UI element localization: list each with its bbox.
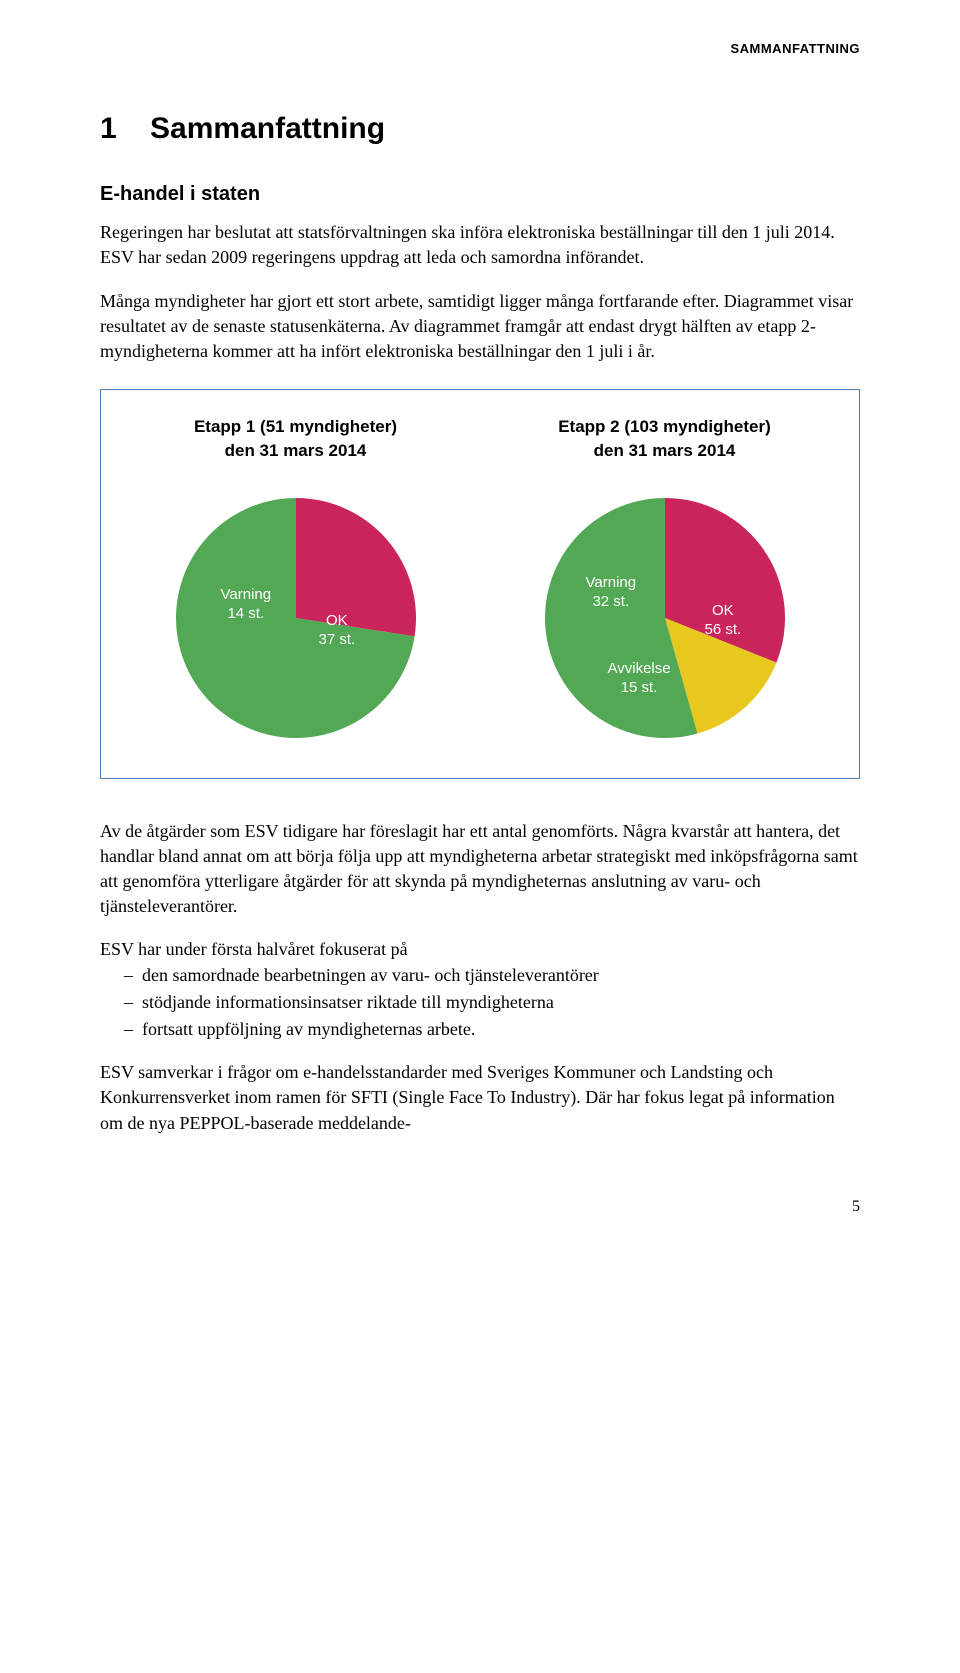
pie-label-avvikelse: Avvikelse15 st.: [608, 659, 671, 698]
pie-chart: Varning14 st. OK37 st.: [171, 493, 421, 743]
bullet-item: fortsatt uppföljning av myndigheternas a…: [124, 1017, 860, 1042]
paragraph-1: Regeringen har beslutat att statsförvalt…: [100, 220, 860, 270]
paragraph-2: Många myndigheter har gjort ett stort ar…: [100, 289, 860, 365]
pie-label-varning: Varning14 st.: [221, 585, 272, 624]
bullet-intro: ESV har under första halvåret fokuserat …: [100, 937, 860, 962]
page-number: 5: [100, 1196, 860, 1218]
section-title: Sammanfattning: [150, 112, 385, 145]
section-number: 1: [100, 112, 117, 145]
sub-heading: E-handel i staten: [100, 180, 860, 208]
chart-title: Etapp 2 (103 myndigheter)den 31 mars 201…: [558, 415, 771, 463]
pie-chart-column: Etapp 2 (103 myndigheter)den 31 mars 201…: [490, 415, 839, 743]
pie-label-varning: Varning32 st.: [586, 573, 637, 612]
chart-title: Etapp 1 (51 myndigheter)den 31 mars 2014: [194, 415, 397, 463]
bullet-item: den samordnade bearbetningen av varu- oc…: [124, 963, 860, 988]
running-header: SAMMANFATTNING: [100, 40, 860, 58]
section-heading: 1 Sammanfattning: [100, 108, 860, 150]
paragraph-5: ESV samverkar i frågor om e-handelsstand…: [100, 1060, 860, 1136]
pie-chart: Varning32 st. Avvikelse15 st. OK56 st.: [540, 493, 790, 743]
pie-label-ok: OK37 st.: [319, 611, 356, 650]
bullet-item: stödjande informationsinsatser riktade t…: [124, 990, 860, 1015]
pie-label-ok: OK56 st.: [705, 601, 742, 640]
pie-slice-varning: [296, 498, 416, 636]
paragraph-3: Av de åtgärder som ESV tidigare har före…: [100, 819, 860, 920]
chart-container: Etapp 1 (51 myndigheter)den 31 mars 2014…: [100, 389, 860, 779]
pie-chart-column: Etapp 1 (51 myndigheter)den 31 mars 2014…: [121, 415, 470, 743]
bullet-list: den samordnade bearbetningen av varu- oc…: [100, 963, 860, 1043]
